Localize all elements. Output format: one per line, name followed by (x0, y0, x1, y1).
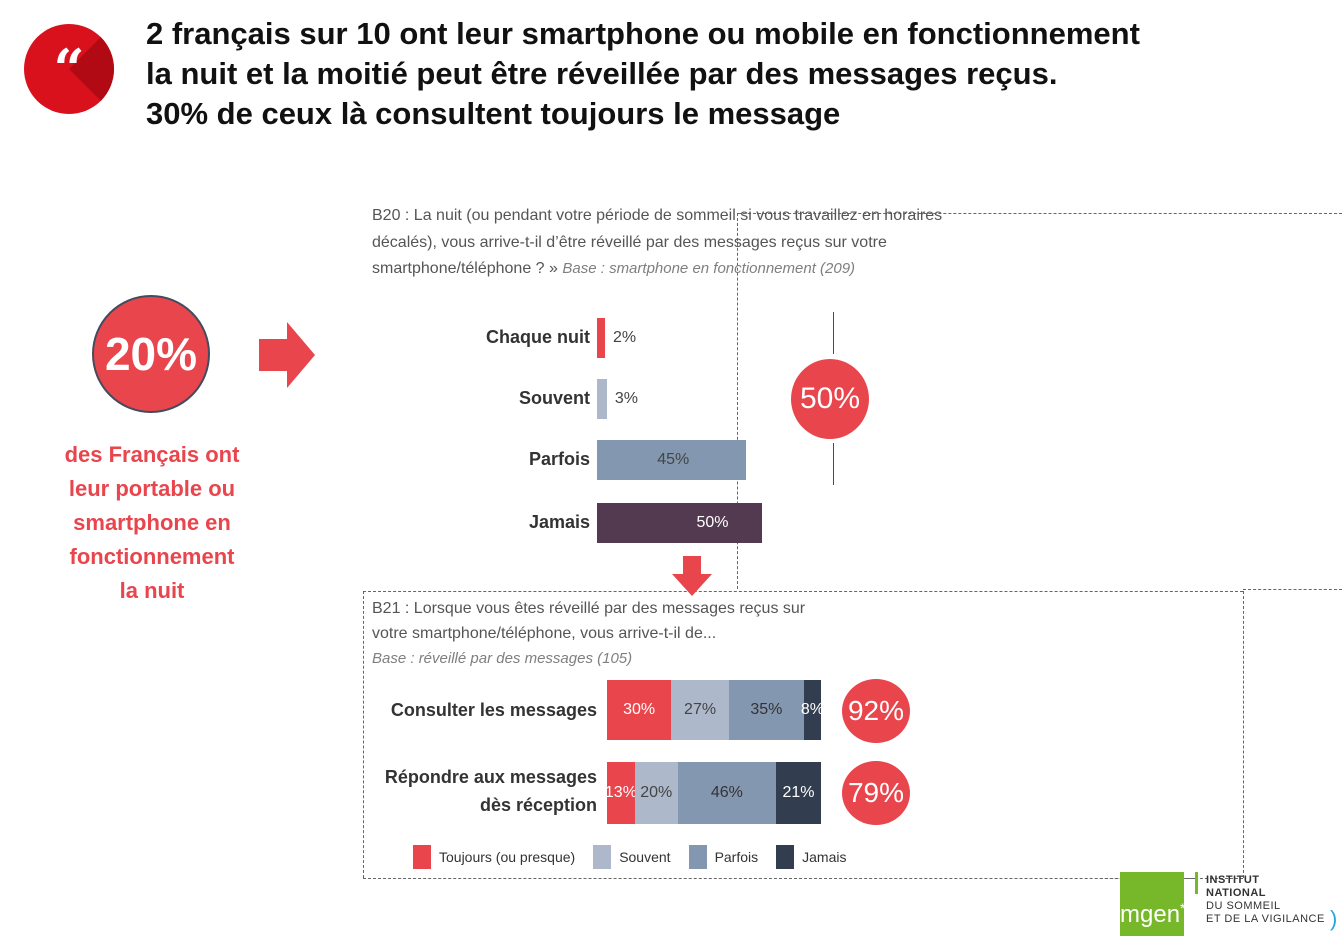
legend-label: Parfois (714, 849, 759, 865)
stat-caption-line: leur portable ou (68, 476, 236, 501)
frame-b21-left (363, 591, 364, 878)
b20-bar (597, 379, 607, 419)
b20-category-label: Parfois (528, 449, 590, 469)
legend-item: Toujours (ou presque) (413, 845, 575, 869)
b20-value-label: 3% (614, 390, 639, 407)
stat-caption: des Français ont leur portable ou smartp… (40, 438, 264, 608)
stat-caption-line: fonctionnement (69, 544, 235, 569)
b21-segment-toujours: 30% (607, 680, 672, 740)
headline: 2 français sur 10 ont leur smartphone ou… (146, 14, 1336, 134)
b21-segment-jamais: 21% (776, 762, 821, 824)
b20-question: B20 : La nuit (ou pendant votre période … (372, 203, 1062, 283)
frame-b20-left (737, 213, 738, 589)
stat-caption-line: des Français ont (64, 442, 240, 467)
b20-bar (597, 318, 605, 358)
legend-swatch (688, 845, 707, 869)
frame-b20-bottom (1243, 589, 1342, 590)
b21-stacked-bar: 30% 27% 35% 8% (607, 680, 824, 740)
b21-stacked-bar: 13% 20% 46% 21% (605, 762, 821, 824)
b20-category-label: Jamais (528, 512, 590, 532)
b20-question-line: B20 : La nuit (ou pendant votre période … (372, 207, 943, 224)
quote-icon: “ (24, 24, 114, 114)
b21-category-label: Répondre aux messages dès réception (384, 767, 597, 815)
bracket-line-top (833, 312, 834, 354)
b20-bar (597, 503, 762, 543)
mgen-logo-text: mgen (1120, 901, 1181, 928)
frame-b21-right (1243, 591, 1244, 878)
b21-segment-souvent: 27% (671, 680, 729, 740)
b21-segment-parfois: 35% (728, 680, 804, 740)
arrow-down-icon (672, 556, 712, 596)
b21-question-line: votre smartphone/téléphone, vous arrive-… (372, 625, 717, 642)
b20-bar (597, 440, 746, 480)
stat-caption-line: smartphone en (73, 510, 231, 535)
b20-value-label: 50% (696, 514, 729, 531)
legend-item: Souvent (593, 845, 671, 869)
legend: Toujours (ou presque) Souvent Parfois Jamai… (413, 845, 847, 869)
b20-total-badge: 50% (791, 359, 869, 439)
insv-logo-bar (1195, 872, 1198, 894)
b21-total-badge: 92% (842, 679, 910, 743)
b21-segment-jamais: 8% (801, 680, 824, 740)
b21-question: B21 : Lorsque vous êtes réveillé par des… (372, 596, 932, 671)
headline-line: la nuit et la moitié peut être réveillée… (146, 56, 1058, 91)
insv-logo-paren: ) (1330, 906, 1338, 931)
b21-base: Base : réveillé par des messages (105) (372, 650, 633, 667)
stat-caption-line: la nuit (119, 578, 185, 603)
b21-segment-souvent: 20% (634, 762, 678, 824)
headline-line: 2 français sur 10 ont leur smartphone ou… (146, 16, 1140, 51)
b21-segment-toujours: 13% (605, 762, 637, 824)
headline-line: 30% de ceux là consultent toujours le me… (146, 96, 841, 131)
legend-label: Toujours (ou presque) (439, 849, 576, 865)
arrow-right-icon (259, 322, 315, 388)
insv-line: INSTITUT (1206, 874, 1260, 886)
frame-b20-top (738, 213, 1342, 214)
legend-label: Souvent (619, 849, 671, 865)
insv-logo: INSTITUT NATIONAL DU SOMMEIL ET DE LA VI… (1206, 874, 1325, 926)
mgen-logo: mgen* (1120, 872, 1186, 936)
legend-swatch (413, 845, 431, 869)
b21-question-line: B21 : Lorsque vous êtes réveillé par des… (372, 600, 806, 617)
b21-total-badge: 79% (842, 761, 910, 825)
insv-line: DU SOMMEIL (1206, 900, 1281, 912)
insv-line: ET DE LA VIGILANCE (1206, 913, 1325, 925)
legend-swatch (776, 845, 795, 869)
b20-value-label: 2% (613, 329, 637, 346)
b20-question-line: smartphone/téléphone ? » (372, 260, 558, 277)
legend-swatch (593, 845, 612, 869)
b20-question-line: décalés), vous arrive-t-il d’être réveil… (372, 233, 887, 251)
legend-item: Jamais (776, 845, 847, 869)
frame-b21-bottom (363, 878, 1243, 879)
b21-segment-parfois: 46% (677, 762, 777, 824)
b20-category-label: Chaque nuit (486, 327, 590, 347)
bracket-line-bottom (833, 443, 834, 485)
insv-line: NATIONAL (1206, 887, 1267, 899)
legend-label: Jamais (802, 849, 847, 865)
b21-category-label: Consulter les messages (390, 700, 597, 720)
quote-glyph: “ (53, 37, 85, 101)
legend-item: Parfois (688, 845, 759, 869)
stat-circle: 20% (92, 295, 210, 413)
frame-b21-top (363, 591, 1243, 592)
b20-category-label: Souvent (518, 388, 590, 408)
b20-base: Base : smartphone en fonctionnement (209… (562, 260, 856, 277)
b20-value-label: 45% (657, 451, 690, 468)
